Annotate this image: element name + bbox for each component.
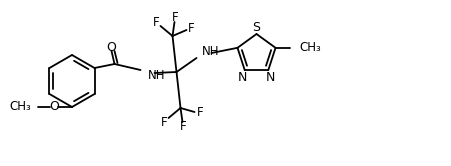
Text: F: F [188,22,194,35]
Text: CH₃: CH₃ [299,41,321,54]
Text: F: F [172,10,179,24]
Text: F: F [180,121,186,133]
Text: F: F [197,106,203,119]
Text: S: S [252,20,260,34]
Text: F: F [161,116,167,128]
Text: NH: NH [147,69,165,82]
Text: CH₃: CH₃ [9,100,31,114]
Text: N: N [265,71,274,84]
Text: O: O [49,100,59,114]
Text: F: F [153,15,160,29]
Text: NH: NH [201,44,219,57]
Text: N: N [238,71,247,84]
Text: O: O [106,41,116,53]
